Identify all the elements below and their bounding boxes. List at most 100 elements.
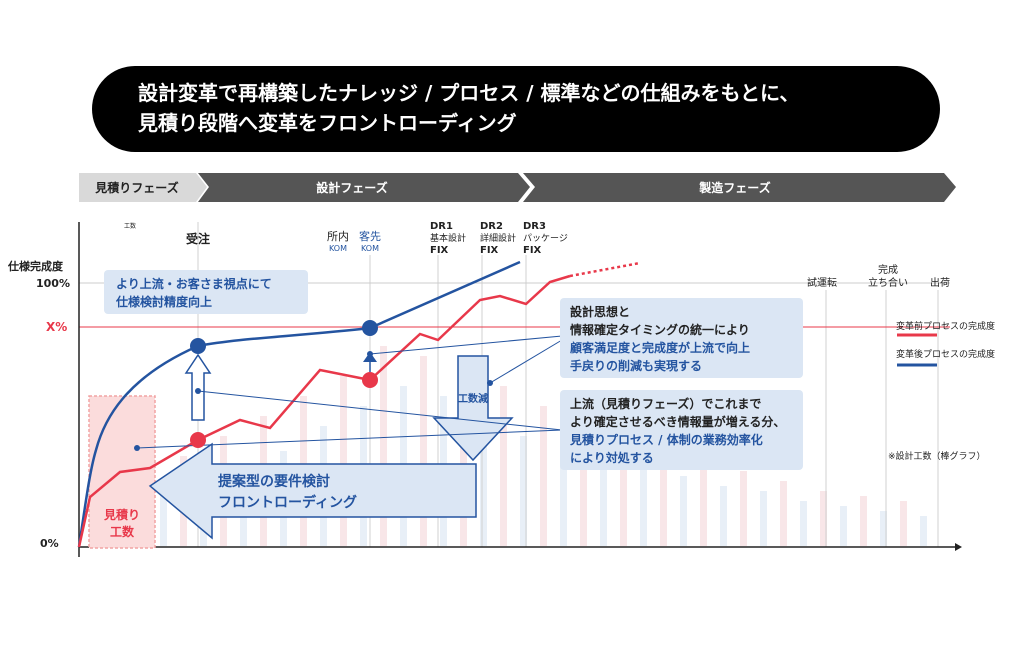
effort-bar [720,486,727,546]
effort-bar [420,356,427,546]
effort-bar [580,421,587,546]
milestone-dr3-fix: FIX [523,245,542,256]
curve-before-forecast [569,261,641,278]
effort-bar [760,491,767,546]
legend-note: ※設計工数（棒グラフ） [888,450,986,462]
legend-after-label: 変革後プロセスの完成度 [896,348,995,360]
effort-bar [840,506,847,546]
upstream-phase-line-2: より確定させるべき情報量が増える分、 [570,414,785,429]
y-axis-title: 仕様完成度 [7,259,64,273]
effort-bar [640,466,647,546]
effort-bar [340,376,347,546]
milestone-dr3-sub: パッケージ [523,233,568,244]
milestone-complete-sub: 立ち合い [868,276,908,289]
callout-design-thought-box [560,298,803,378]
milestone-client-sub: KOM [361,244,379,253]
phase-manufacture [523,173,956,202]
milestone-dr1-fix: FIX [430,245,449,256]
effort-bar [500,386,507,546]
estimate-effort-label-2: 工数 [110,524,135,539]
callout-upstream-phase: 上流（見積りフェーズ）でこれまで より確定させるべき情報量が増える分、 見積りプ… [560,390,803,470]
x-axis-arrow [955,543,962,551]
headline-line-2: 見積り段階へ変革をフロントローディング [138,111,517,135]
marker-after-order [190,338,206,354]
milestone-trial: 試運転 [807,276,837,289]
marker-before-client [362,372,378,388]
phase-estimate-label: 見積りフェーズ [94,180,178,195]
milestone-dr1-sub: 基本設計 [430,232,466,244]
effort-bar [680,476,687,546]
proposal-arrow: 提案型の要件検討 フロントローディング [148,442,477,540]
milestone-ship: 出荷 [930,276,950,289]
milestone-internal: 所内 [327,229,349,243]
effort-bar [480,416,487,546]
effort-bar [600,456,607,546]
effort-bar [880,511,887,546]
effort-bar [380,346,387,546]
y-tick-0: 0% [40,537,59,550]
effort-bar [560,446,567,546]
effort-bar [160,486,167,546]
upstream-phase-line-1: 上流（見積りフェーズ）でこれまで [570,396,761,411]
milestone-dr3: DR3 [523,221,546,232]
y-tick-100: 100% [36,277,70,290]
connector-lines [136,335,563,449]
effort-bar [660,451,667,546]
upstream-phase-line-3: 見積りプロセス / 体制の業務効率化 [569,432,763,447]
legend-before-label: 変革前プロセスの完成度 [896,320,995,332]
design-thought-line-1: 設計思想と [570,304,630,319]
proposal-line-2: フロントローディング [218,494,357,511]
headline-line-1: 設計変革で再構築したナレッジ / プロセス / 標準などの仕組みをもとに、 [138,81,800,105]
effort-axis-label: 工数 [124,222,136,230]
callout-upstream-line-2: 仕様検討精度向上 [115,294,212,309]
milestone-complete: 完成 [878,263,898,276]
effort-bar [520,436,527,546]
curve-before [77,274,571,548]
phase-design-label: 設計フェーズ [316,180,387,195]
effort-bar [700,461,707,546]
design-thought-line-2: 情報確定タイミングの統一により [570,322,750,337]
upstream-phase-line-4: により対処する [570,450,654,465]
milestone-order: 受注 [186,231,210,246]
proposal-arrow-shape [148,442,477,540]
curve-after [77,260,521,548]
milestone-dr2-fix: FIX [480,245,499,256]
milestone-labels: 受注 所内 KOM 客先 KOM DR1 基本設計 FIX DR2 詳細設計 F… [186,221,950,289]
effort-bar [740,471,747,546]
headline-banner: 設計変革で再構築したナレッジ / プロセス / 標準などの仕組みをもとに、 見積… [92,66,940,152]
effort-bar [820,491,827,546]
effort-bar [900,501,907,546]
effort-bar [860,496,867,546]
milestone-internal-sub: KOM [329,244,347,253]
reduce-effort-label: 工数減 [458,392,488,405]
effort-bar [920,516,927,546]
effort-bar [780,481,787,546]
y-tick-x: X% [46,320,67,334]
callout-design-thought: 設計思想と 情報確定タイミングの統一により 顧客満足度と完成度が上流で向上 手戻… [560,298,803,378]
callout-upstream: より上流・お客さま視点にて 仕様検討精度向上 [104,270,308,314]
effort-bar [620,436,627,546]
milestone-dr2-sub: 詳細設計 [480,232,516,244]
phase-bar: 見積りフェーズ 設計フェーズ 製造フェーズ [79,173,956,202]
callout-upstream-box [104,270,308,314]
milestone-client: 客先 [359,229,381,243]
milestone-dr1: DR1 [430,221,453,232]
effort-bar [540,406,547,546]
callout-upstream-phase-box [560,390,803,470]
phase-estimate [79,173,207,202]
design-thought-line-4: 手戻りの削減も実現する [570,358,702,373]
up-arrow-order [184,353,212,421]
effort-bar [460,371,467,546]
proposal-line-1: 提案型の要件検討 [218,473,330,490]
callout-upstream-line-1: より上流・お客さま視点にて [116,276,272,291]
design-thought-line-3: 顧客満足度と完成度が上流で向上 [570,340,750,355]
marker-before-order [190,432,206,448]
effort-bar [800,501,807,546]
milestone-dr2: DR2 [480,221,503,232]
phase-manufacture-label: 製造フェーズ [698,180,770,195]
estimate-effort-label-1: 見積り [103,507,140,522]
phase-design [198,173,530,202]
legend: 変革前プロセスの完成度 変革後プロセスの完成度 ※設計工数（棒グラフ） [888,320,995,462]
marker-after-client [362,320,378,336]
